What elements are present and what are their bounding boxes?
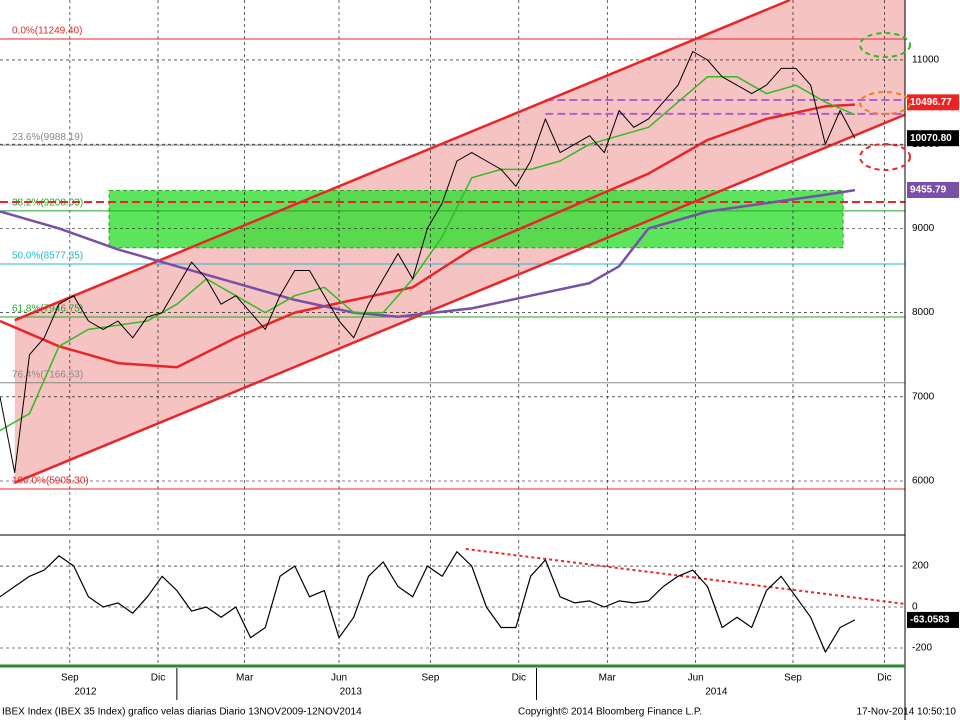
last-value-box xyxy=(907,611,959,628)
x-group-label: 2014 xyxy=(705,687,728,698)
x-tick-label: Dic xyxy=(877,673,891,684)
y-tick-label: 0 xyxy=(912,602,918,613)
fib-label: 100.0%(5905.30) xyxy=(12,476,89,487)
x-tick-label: Jun xyxy=(688,673,704,684)
main-panel: 0.0%(11249.40) 23.6%(9988.19) 38.2%(9208.0… xyxy=(0,0,905,530)
axes: 6000700080009000100001100010496.7710070.… xyxy=(61,55,959,700)
trend-line xyxy=(465,548,906,605)
channel-line xyxy=(14,0,791,322)
y-tick-label: 6000 xyxy=(912,476,935,487)
last-value-box xyxy=(907,130,959,147)
x-tick-label: Dic xyxy=(151,673,165,684)
series-line xyxy=(0,188,856,319)
last-value-box xyxy=(907,181,959,198)
y-tick-label: 9000 xyxy=(912,223,935,234)
y-tick-label: 200 xyxy=(912,561,929,572)
y-tick-label: 7000 xyxy=(912,391,935,402)
highlight-ellipse xyxy=(859,91,911,115)
highlight-ellipse xyxy=(859,32,911,58)
x-tick-label: Sep xyxy=(421,673,439,684)
x-tick-label: Mar xyxy=(599,673,617,684)
series-line xyxy=(0,103,855,369)
support-zone xyxy=(108,189,844,249)
series-line xyxy=(0,51,856,474)
footer-center: Copyright© 2014 Bloomberg Finance L.P. xyxy=(518,707,702,718)
x-tick-label: Jun xyxy=(331,673,347,684)
highlight-ellipse xyxy=(859,143,911,171)
last-value-label: 10070.80 xyxy=(910,133,952,144)
fib-label: 50.0%(8577.35) xyxy=(12,251,83,262)
x-group-label: 2013 xyxy=(340,687,363,698)
fib-label: 23.6%(9988.19) xyxy=(12,132,83,143)
last-value-label: 10496.77 xyxy=(910,97,952,108)
fib-label: 61.8%(7946.75) xyxy=(12,304,83,315)
y-tick-label: 11000 xyxy=(912,55,940,66)
x-group-label: 2012 xyxy=(74,687,97,698)
fib-label: 38.2%(9208.03) xyxy=(12,197,83,208)
x-tick-label: Mar xyxy=(236,673,254,684)
series-line xyxy=(0,76,856,432)
series-line xyxy=(0,551,856,653)
last-value-label: -63.0583 xyxy=(910,615,950,626)
oscillator-panel xyxy=(0,540,906,665)
x-tick-label: Sep xyxy=(784,673,802,684)
fib-label: 0.0%(11249.40) xyxy=(12,26,82,37)
y-tick-label: 8000 xyxy=(912,307,935,318)
x-tick-label: Sep xyxy=(61,673,79,684)
channel-line xyxy=(14,113,905,484)
last-value-box xyxy=(907,94,959,111)
last-value-label: 9455.79 xyxy=(910,185,947,196)
x-tick-label: Dic xyxy=(512,673,526,684)
footer-left: IBEX Index (IBEX 35 Index) grafico velas… xyxy=(2,707,362,718)
y-tick-label: -200 xyxy=(912,643,932,654)
fib-label: 76.4%(7166.53) xyxy=(12,369,83,380)
footer-right: 17-Nov-2014 10:50:10 xyxy=(856,707,956,718)
